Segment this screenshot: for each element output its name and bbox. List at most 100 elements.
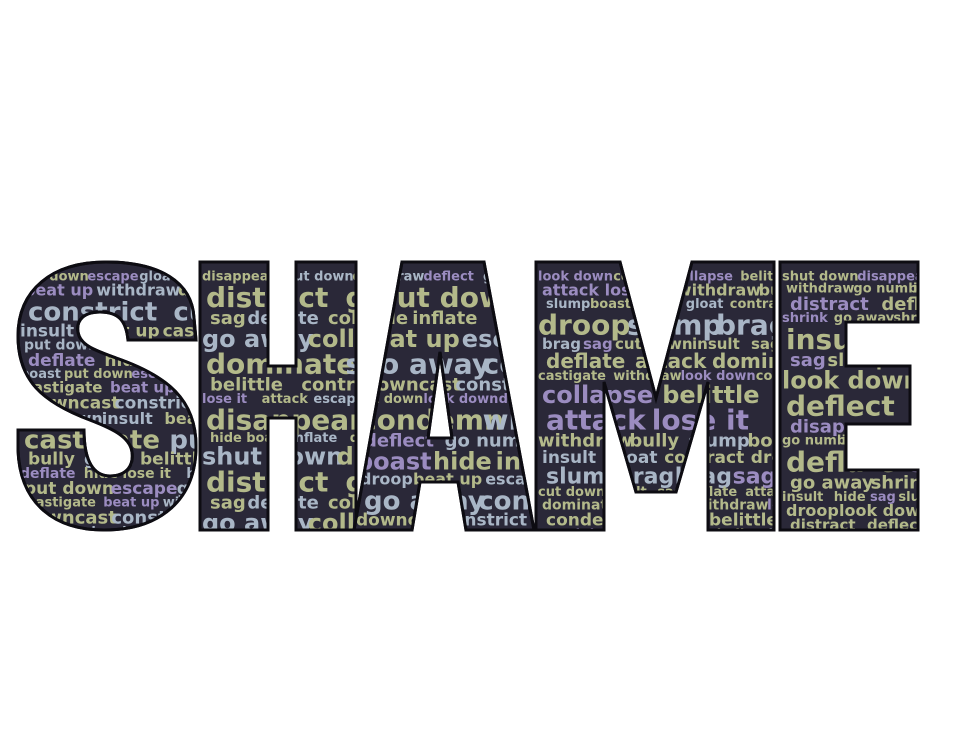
word: sag (751, 335, 781, 353)
word: belittle (740, 269, 793, 284)
word: deflect (867, 516, 925, 534)
word: disappear (350, 431, 423, 446)
word: cut down (20, 409, 103, 428)
word: beat up (110, 378, 175, 396)
letter-m-outline (534, 260, 776, 532)
word: cut down (360, 526, 443, 545)
word: collapse (328, 492, 411, 513)
word: bully (629, 431, 679, 452)
word: constrict (115, 394, 200, 414)
word: collapse (542, 381, 653, 409)
word: droop (751, 448, 807, 468)
word: insult (91, 525, 132, 540)
word: beat up (164, 409, 233, 428)
word: droop (786, 501, 839, 520)
word: bully (717, 527, 753, 542)
word: distract (790, 294, 869, 315)
word: bully (28, 450, 75, 470)
word: look down (442, 526, 534, 545)
word: collapse (622, 510, 701, 530)
word: contract (478, 486, 600, 516)
word: slump (761, 527, 805, 542)
word: inflate (842, 434, 889, 449)
word: castigate (163, 321, 252, 341)
word: escape (313, 392, 364, 407)
word: slump (546, 297, 590, 312)
word: withdraw (695, 497, 769, 513)
word: slump (898, 490, 942, 505)
word: deflate (881, 294, 952, 315)
word: withdraw (613, 369, 681, 384)
word: droop (360, 470, 413, 489)
word: shrink (345, 347, 445, 380)
letter-s-outline (16, 260, 198, 532)
word: hide (834, 490, 866, 505)
word: escape (87, 269, 138, 284)
word: look down (767, 497, 848, 513)
word: sag (583, 335, 613, 353)
word: belittle (140, 450, 209, 470)
word: beat up (103, 495, 159, 510)
word: belittle (662, 381, 759, 409)
word: attack (546, 404, 647, 437)
word: collapse (328, 308, 411, 329)
word: put down (64, 367, 133, 382)
word: escape (485, 470, 548, 489)
word: hide (210, 431, 242, 446)
word: shrink (871, 472, 935, 493)
word: go numb (345, 465, 483, 498)
word: condemn (756, 369, 823, 384)
word: castigate (24, 378, 102, 396)
word: lose it (202, 392, 247, 407)
word: hide (892, 323, 960, 356)
word: shrink (782, 311, 828, 326)
word: go numb (445, 431, 534, 452)
word: sag (870, 490, 896, 505)
word: brag (716, 309, 789, 342)
word: withdraw (786, 282, 854, 297)
word: insult (102, 409, 153, 428)
word: shrink (893, 311, 939, 326)
word: escape (111, 479, 178, 499)
word: castigate (614, 497, 687, 513)
word: distract (917, 367, 960, 395)
word: dominate (337, 443, 465, 471)
word: shut down (782, 269, 859, 284)
word: lose it (122, 466, 171, 482)
word: look down (681, 369, 756, 384)
word: contract (730, 297, 791, 312)
word: insult (692, 335, 740, 353)
word: go numb (853, 282, 917, 297)
word: beat up (143, 525, 199, 540)
word: sag (210, 492, 246, 513)
word: insult (20, 321, 74, 341)
word: sag (733, 465, 777, 490)
word: collapse (308, 509, 419, 537)
word: insult (542, 448, 596, 468)
word: collapse (308, 325, 419, 353)
letter-a-outline (352, 260, 536, 532)
letter-s: put downescapegloatcastigatebeat upwithd… (16, 260, 252, 540)
word: put down (24, 479, 114, 499)
word: attack (745, 485, 792, 500)
word: look down (538, 269, 613, 284)
word: shut down (909, 389, 960, 422)
word: attack (262, 392, 309, 407)
word: inflate (913, 282, 960, 297)
word: boast (747, 431, 804, 452)
word: insult (634, 297, 675, 312)
word: belittle (709, 510, 778, 530)
word: cut down (538, 485, 605, 500)
word: inflate (412, 308, 477, 329)
word: inflate (290, 431, 337, 446)
word: distract (901, 434, 958, 449)
word: put down (24, 338, 98, 354)
word: castigate (28, 495, 96, 510)
word: deflect (786, 389, 895, 422)
word: go numb (782, 434, 846, 449)
word: beat up (24, 281, 93, 300)
word: gloat (686, 297, 724, 312)
